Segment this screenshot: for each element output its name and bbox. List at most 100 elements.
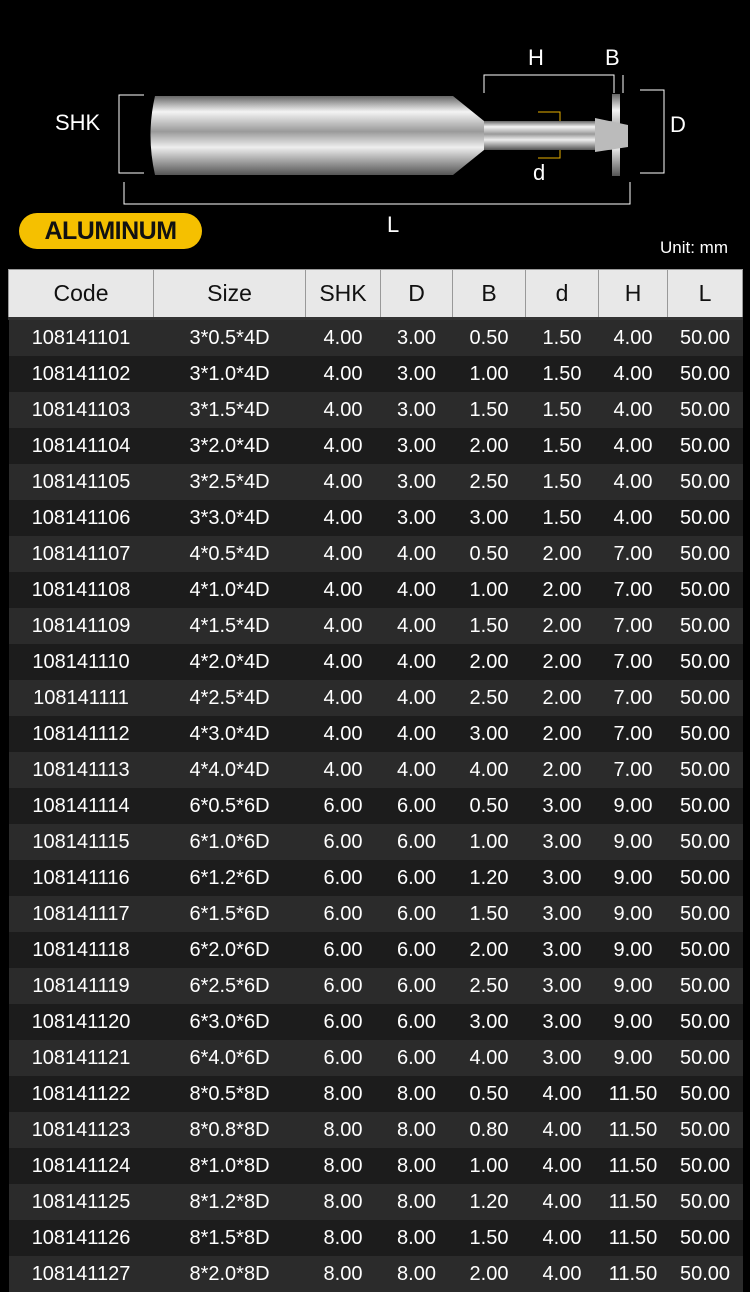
cell-l: 50.00 xyxy=(667,428,743,464)
cell-l: 50.00 xyxy=(667,356,743,392)
cell-b: 3.00 xyxy=(452,716,526,752)
cell-l: 50.00 xyxy=(667,1112,743,1148)
cell-d: 6.00 xyxy=(380,860,453,896)
cell-b: 3.00 xyxy=(452,500,526,536)
table-row: 108141102 3*1.0*4D 4.00 3.00 1.00 1.50 4.00 50.… xyxy=(8,356,743,392)
cell-b: 2.00 xyxy=(452,932,526,968)
cell-d: 8.00 xyxy=(380,1184,453,1220)
cell-l: 50.00 xyxy=(667,464,743,500)
cell-d: 4.00 xyxy=(380,536,453,572)
cell-d: 4.00 xyxy=(380,716,453,752)
table-row: 108141125 8*1.2*8D 8.00 8.00 1.20 4.00 11.50 50… xyxy=(8,1184,743,1220)
table-row: 108141126 8*1.5*8D 8.00 8.00 1.50 4.00 11.50 50… xyxy=(8,1220,743,1256)
cell-d: 3.00 xyxy=(525,932,599,968)
d-neck-label: d xyxy=(533,160,546,185)
cell-b: 2.50 xyxy=(452,680,526,716)
column-header: D xyxy=(380,269,453,320)
table-row: 108141103 3*1.5*4D 4.00 3.00 1.50 1.50 4.00 50.… xyxy=(8,392,743,428)
cell-shk: 4.00 xyxy=(305,644,381,680)
cell-h: 4.00 xyxy=(598,428,668,464)
cell-h: 4.00 xyxy=(598,464,668,500)
cell-d: 4.00 xyxy=(525,1076,599,1112)
cell-code: 108141101 xyxy=(8,318,154,356)
cell-code: 108141110 xyxy=(8,644,154,680)
cell-d: 3.00 xyxy=(380,464,453,500)
table-row: 108141113 4*4.0*4D 4.00 4.00 4.00 2.00 7.00 50.… xyxy=(8,752,743,788)
cell-shk: 8.00 xyxy=(305,1148,381,1184)
cell-code: 108141121 xyxy=(8,1040,154,1076)
cell-size: 4*3.0*4D xyxy=(153,716,306,752)
cell-b: 1.50 xyxy=(452,392,526,428)
cell-d: 2.00 xyxy=(525,536,599,572)
table-row: 108141122 8*0.5*8D 8.00 8.00 0.50 4.00 11.50 50… xyxy=(8,1076,743,1112)
cell-d: 3.00 xyxy=(525,1004,599,1040)
cell-l: 50.00 xyxy=(667,932,743,968)
cell-code: 108141120 xyxy=(8,1004,154,1040)
cell-code: 108141106 xyxy=(8,500,154,536)
cell-d: 6.00 xyxy=(380,1004,453,1040)
cell-l: 50.00 xyxy=(667,500,743,536)
cell-h: 7.00 xyxy=(598,536,668,572)
cell-b: 2.50 xyxy=(452,464,526,500)
cell-size: 8*2.0*8D xyxy=(153,1256,306,1292)
cell-code: 108141125 xyxy=(8,1184,154,1220)
table-row: 108141105 3*2.5*4D 4.00 3.00 2.50 1.50 4.00 50.… xyxy=(8,464,743,500)
cell-size: 6*3.0*6D xyxy=(153,1004,306,1040)
cell-h: 9.00 xyxy=(598,824,668,860)
cell-h: 11.50 xyxy=(598,1076,668,1112)
cell-d: 2.00 xyxy=(525,572,599,608)
cell-shk: 4.00 xyxy=(305,608,381,644)
cell-d: 8.00 xyxy=(380,1076,453,1112)
cell-h: 7.00 xyxy=(598,572,668,608)
unit-label: Unit: mm xyxy=(660,238,728,257)
t-slot-cutter-illustration xyxy=(118,74,665,205)
table-row: 108141114 6*0.5*6D 6.00 6.00 0.50 3.00 9.00 50.… xyxy=(8,788,743,824)
cell-shk: 4.00 xyxy=(305,318,381,356)
table-row: 108141116 6*1.2*6D 6.00 6.00 1.20 3.00 9.00 50.… xyxy=(8,860,743,896)
cell-shk: 8.00 xyxy=(305,1256,381,1292)
cell-size: 3*3.0*4D xyxy=(153,500,306,536)
cell-size: 4*2.0*4D xyxy=(153,644,306,680)
cell-b: 2.50 xyxy=(452,968,526,1004)
cell-h: 11.50 xyxy=(598,1220,668,1256)
cell-d: 6.00 xyxy=(380,896,453,932)
cell-l: 50.00 xyxy=(667,1004,743,1040)
table-row: 108141119 6*2.5*6D 6.00 6.00 2.50 3.00 9.00 50.… xyxy=(8,968,743,1004)
cell-b: 0.50 xyxy=(452,788,526,824)
table-row: 108141111 4*2.5*4D 4.00 4.00 2.50 2.00 7.00 50.… xyxy=(8,680,743,716)
cell-size: 6*1.2*6D xyxy=(153,860,306,896)
cell-shk: 6.00 xyxy=(305,896,381,932)
cell-d: 4.00 xyxy=(525,1184,599,1220)
cell-b: 0.50 xyxy=(452,536,526,572)
cell-d: 8.00 xyxy=(380,1220,453,1256)
cell-code: 108141117 xyxy=(8,896,154,932)
column-header: SHK xyxy=(305,269,381,320)
cell-code: 108141104 xyxy=(8,428,154,464)
cell-code: 108141118 xyxy=(8,932,154,968)
cell-h: 11.50 xyxy=(598,1148,668,1184)
cell-h: 7.00 xyxy=(598,680,668,716)
cell-size: 3*1.0*4D xyxy=(153,356,306,392)
table-row: 108141104 3*2.0*4D 4.00 3.00 2.00 1.50 4.00 50.… xyxy=(8,428,743,464)
cell-l: 50.00 xyxy=(667,1076,743,1112)
table-row: 108141120 6*3.0*6D 6.00 6.00 3.00 3.00 9.00 50.… xyxy=(8,1004,743,1040)
table-row: 108141123 8*0.8*8D 8.00 8.00 0.80 4.00 11.50 50… xyxy=(8,1112,743,1148)
cell-shk: 4.00 xyxy=(305,716,381,752)
cell-d: 3.00 xyxy=(380,428,453,464)
table-row: 108141115 6*1.0*6D 6.00 6.00 1.00 3.00 9.00 50.… xyxy=(8,824,743,860)
cell-size: 4*1.5*4D xyxy=(153,608,306,644)
cell-l: 50.00 xyxy=(667,1148,743,1184)
tool-diagram: SHK H B D d L xyxy=(0,0,750,270)
cell-h: 9.00 xyxy=(598,1004,668,1040)
cell-code: 108141113 xyxy=(8,752,154,788)
column-header: d xyxy=(525,269,599,320)
cell-b: 0.50 xyxy=(452,318,526,356)
cell-h: 9.00 xyxy=(598,932,668,968)
cell-d: 6.00 xyxy=(380,788,453,824)
cell-l: 50.00 xyxy=(667,608,743,644)
cell-size: 6*1.5*6D xyxy=(153,896,306,932)
cell-d: 2.00 xyxy=(525,608,599,644)
cell-shk: 8.00 xyxy=(305,1076,381,1112)
cell-code: 108141123 xyxy=(8,1112,154,1148)
cell-code: 108141103 xyxy=(8,392,154,428)
